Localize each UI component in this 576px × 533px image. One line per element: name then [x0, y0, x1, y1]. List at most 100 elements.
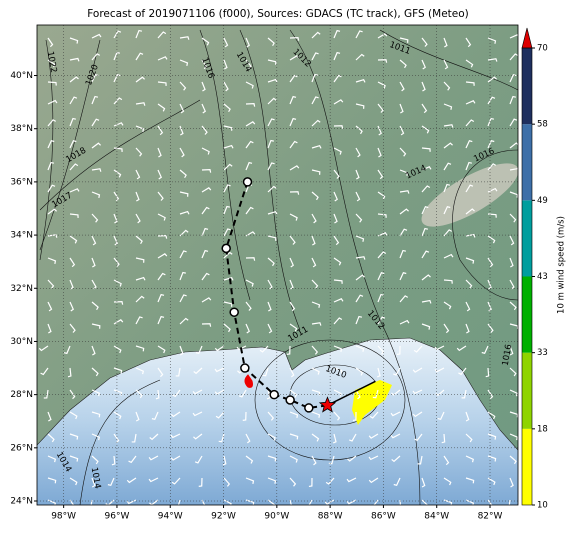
wind-barb — [333, 298, 344, 303]
wind-barb — [311, 301, 321, 308]
wind-barb — [245, 455, 254, 464]
wind-barb — [509, 455, 517, 465]
wind-barb — [91, 345, 96, 356]
wind-barb — [222, 455, 227, 466]
x-tick-label: 92°W — [211, 512, 236, 522]
wind-barb — [69, 57, 80, 62]
wind-barb — [47, 37, 54, 48]
wind-barb — [443, 103, 453, 110]
wind-barb — [509, 95, 517, 105]
wind-barb — [355, 315, 363, 325]
wind-barb — [311, 322, 322, 326]
wind-barb — [155, 389, 160, 400]
wind-barb — [333, 51, 341, 61]
wind-barb — [69, 213, 79, 218]
wind-barb — [201, 147, 210, 155]
wind-barb — [113, 147, 123, 152]
wind-barb — [135, 169, 141, 180]
wind-barb — [194, 455, 203, 464]
wind-barb — [333, 257, 342, 266]
wind-barb — [111, 455, 116, 466]
wind-barb — [311, 367, 320, 375]
wind-barb — [311, 411, 321, 418]
wind-barb — [421, 274, 431, 281]
wind-barb — [245, 257, 256, 261]
wind-barb — [508, 499, 511, 505]
wind-barb — [40, 367, 49, 376]
wind-barb — [311, 73, 318, 83]
wind-barb — [91, 33, 102, 39]
wind-barb — [311, 345, 319, 355]
wind-barb — [47, 59, 56, 68]
wind-barb — [289, 55, 300, 61]
wind-barb — [67, 367, 72, 378]
x-tick-label: 88°W — [318, 512, 343, 522]
wind-barb — [113, 169, 122, 178]
wind-barb — [370, 499, 379, 505]
wind-barb — [148, 477, 159, 483]
colorbar-bin — [522, 200, 532, 277]
wind-barb — [105, 499, 115, 505]
wind-barb — [223, 37, 229, 48]
wind-barb — [355, 125, 363, 135]
wind-barb — [487, 76, 497, 83]
wind-barb — [399, 147, 407, 157]
y-tick-label: 30°N — [10, 337, 33, 347]
wind-barb — [349, 433, 357, 442]
map-frame — [36, 24, 519, 506]
wind-barb — [69, 117, 76, 127]
wind-barb — [368, 433, 379, 439]
wind-barb — [509, 213, 517, 223]
wind-barb — [192, 411, 203, 417]
colorbar-bin — [522, 428, 532, 505]
wind-barb — [47, 323, 52, 334]
wind-barb — [69, 477, 78, 486]
wind-barb — [487, 455, 497, 462]
wind-barb — [171, 477, 181, 485]
wind-barb — [377, 147, 382, 158]
wind-barb — [201, 206, 210, 215]
wind-barb — [69, 235, 78, 244]
wind-barb — [223, 125, 233, 131]
wind-barb — [311, 31, 321, 39]
track-point — [229, 307, 239, 317]
wind-barb — [434, 367, 445, 373]
wind-barb — [245, 323, 250, 334]
wind-barb — [245, 433, 251, 444]
wind-barb — [289, 95, 297, 105]
wind-barb — [509, 34, 518, 39]
wind-barb — [346, 499, 357, 505]
wind-barb — [399, 295, 409, 303]
wind-barb — [487, 37, 497, 44]
wind-barb — [333, 99, 344, 105]
wind-barb — [157, 367, 164, 378]
wind-barb — [69, 163, 79, 171]
colorbar-tick-label: 18 — [537, 424, 548, 434]
wind-barb — [412, 389, 423, 395]
wind-barb — [413, 345, 423, 353]
wind-barb — [377, 59, 388, 63]
wind-barb — [333, 169, 340, 179]
wind-barb — [267, 37, 275, 47]
wind-barb — [289, 235, 296, 245]
wind-barb — [465, 184, 474, 193]
wind-barb — [509, 477, 514, 488]
wind-barb — [201, 59, 208, 70]
wind-barb — [377, 191, 386, 200]
wind-barb — [311, 213, 317, 224]
wind-barb — [135, 276, 146, 281]
wind-barb — [333, 74, 342, 83]
wind-barb — [223, 144, 234, 149]
wind-barb — [91, 455, 99, 465]
wind-barb — [135, 76, 146, 83]
wind-barb — [214, 389, 225, 395]
wind-barb — [91, 191, 101, 198]
wind-barb — [355, 191, 361, 202]
wind-barb — [421, 125, 430, 134]
wind-barb — [69, 96, 78, 105]
colorbar-tick-label: 49 — [537, 196, 548, 206]
wind-barb — [417, 455, 423, 465]
wind-barb — [308, 477, 313, 488]
wind-barb — [355, 78, 366, 83]
wind-barb — [38, 345, 49, 352]
